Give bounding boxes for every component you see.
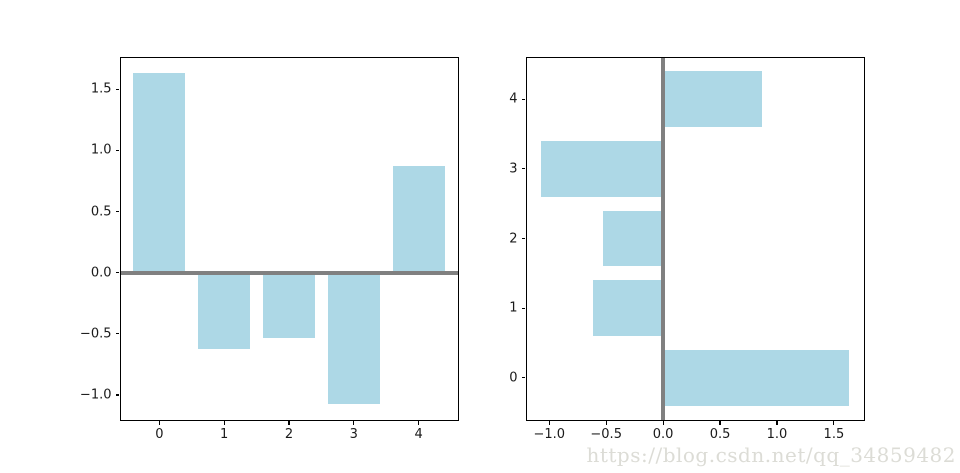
y-tick-mark: [115, 88, 119, 90]
x-tick-mark: [605, 421, 607, 425]
bar-0: [133, 73, 186, 273]
x-tick-mark: [719, 421, 721, 425]
y-tick-label: 1.0: [90, 142, 112, 158]
x-tick-mark: [353, 421, 355, 425]
y-tick-mark: [521, 237, 525, 240]
x-tick-label: 4: [414, 427, 423, 442]
x-tick-mark: [158, 421, 160, 425]
zero-axis-line: [120, 270, 458, 275]
x-tick-label: 1: [220, 427, 229, 442]
y-tick-mark: [115, 210, 119, 213]
x-tick-label: 1.0: [766, 427, 788, 442]
y-tick-mark: [115, 394, 119, 396]
x-tick-label: 0.0: [652, 427, 674, 442]
y-tick-mark: [521, 307, 525, 309]
x-tick-mark: [833, 421, 835, 425]
bar-3: [541, 141, 664, 197]
x-tick-mark: [418, 421, 420, 425]
bar-2: [602, 210, 664, 267]
y-tick-label: 0.0: [90, 265, 112, 281]
y-tick-mark: [521, 168, 525, 170]
y-tick-mark: [115, 333, 119, 335]
x-tick-label: 2: [284, 427, 294, 442]
x-tick-label: −1.0: [533, 427, 566, 442]
bar-4: [663, 71, 763, 128]
vertical-bar-chart: 0 1 2 3 4 −1.0 −0.5 0.0 0.5 1.0 1.5: [80, 56, 459, 441]
bar-4: [392, 166, 445, 273]
watermark-text: https://blog.csdn.net/qq_34859482: [586, 443, 956, 467]
bar-3: [327, 272, 380, 404]
y-tick-label: 2: [509, 231, 518, 246]
x-tick-mark: [662, 421, 664, 425]
x-tick-label: 0.5: [709, 427, 731, 442]
y-tick-label: 4: [509, 91, 518, 107]
x-tick-mark: [288, 421, 290, 425]
x-tick-label: 0: [155, 427, 164, 442]
y-tick-mark: [521, 377, 525, 379]
y-tick-label: 1.5: [90, 81, 112, 97]
y-tick-label: −0.5: [79, 326, 112, 342]
y-tick-label: −1.0: [79, 387, 112, 403]
y-tick-label: 3: [509, 161, 518, 177]
y-tick-mark: [115, 149, 119, 152]
bar-1: [592, 280, 664, 336]
bar-1: [198, 272, 251, 349]
x-tick-label: 1.5: [823, 427, 845, 442]
y-tick-label: 0.5: [90, 204, 112, 220]
y-tick-mark: [521, 98, 525, 100]
bar-0: [663, 349, 849, 406]
y-tick-label: 0: [509, 370, 518, 386]
x-tick-mark: [776, 421, 778, 425]
zero-axis-line: [661, 57, 666, 420]
bar-2: [263, 272, 315, 338]
x-tick-label: 3: [349, 427, 358, 442]
x-tick-label: −0.5: [590, 427, 622, 442]
x-tick-mark: [548, 421, 550, 425]
y-tick-label: 1: [509, 300, 518, 316]
y-tick-mark: [115, 272, 119, 274]
horizontal-bar-chart: −1.0 −0.5 0.0 0.5 1.0 1.5 0 1 2 3 4: [509, 56, 865, 441]
x-tick-mark: [223, 421, 225, 425]
